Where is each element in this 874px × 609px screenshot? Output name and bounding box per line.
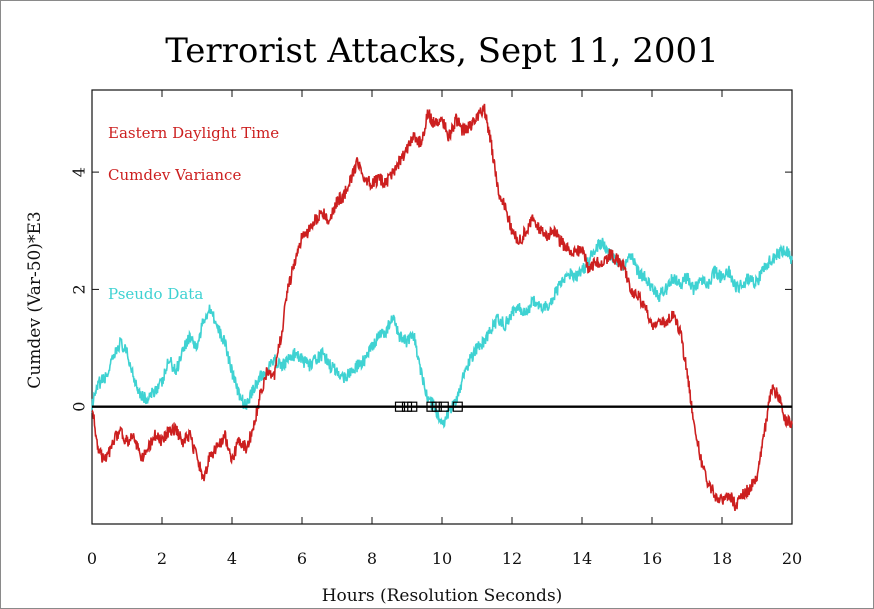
x-tick-label: 6 [297, 549, 307, 568]
x-tick-label: 20 [782, 549, 802, 568]
x-tick-label: 2 [157, 549, 167, 568]
x-tick-label: 14 [572, 549, 592, 568]
event-marker [438, 401, 449, 412]
chart-title: Terrorist Attacks, Sept 11, 2001 [165, 31, 719, 71]
x-tick-label: 4 [227, 549, 237, 568]
legend-pseudo-data: Pseudo Data [108, 285, 203, 303]
event-marker [426, 401, 437, 412]
x-axis-title: Hours (Resolution Seconds) [322, 586, 563, 606]
x-tick-label: 10 [432, 549, 452, 568]
x-axis: 0 2 4 6 8 10 12 14 16 18 20 [87, 90, 802, 568]
event-marker [407, 401, 418, 412]
x-tick-label: 16 [642, 549, 662, 568]
x-tick-label: 0 [87, 549, 97, 568]
y-tick-label: 2 [70, 284, 89, 294]
x-tick-label: 12 [502, 549, 522, 568]
y-axis-title: Cumdev (Var-50)*E3 [25, 211, 45, 388]
event-marker [452, 401, 463, 412]
series-line-pseudo-data [91, 237, 793, 429]
y-tick-label: 0 [70, 402, 89, 412]
x-tick-label: 8 [367, 549, 377, 568]
event-marker [401, 401, 413, 412]
event-marker [394, 401, 406, 412]
series-line-cumdev-variance [91, 103, 793, 512]
y-tick-label: 4 [70, 167, 89, 177]
legend-cumdev-variance: Cumdev Variance [108, 166, 241, 184]
x-tick-label: 18 [712, 549, 732, 568]
annotation-time-zone: Eastern Daylight Time [108, 124, 279, 142]
event-markers [394, 401, 463, 412]
event-marker [431, 401, 442, 412]
